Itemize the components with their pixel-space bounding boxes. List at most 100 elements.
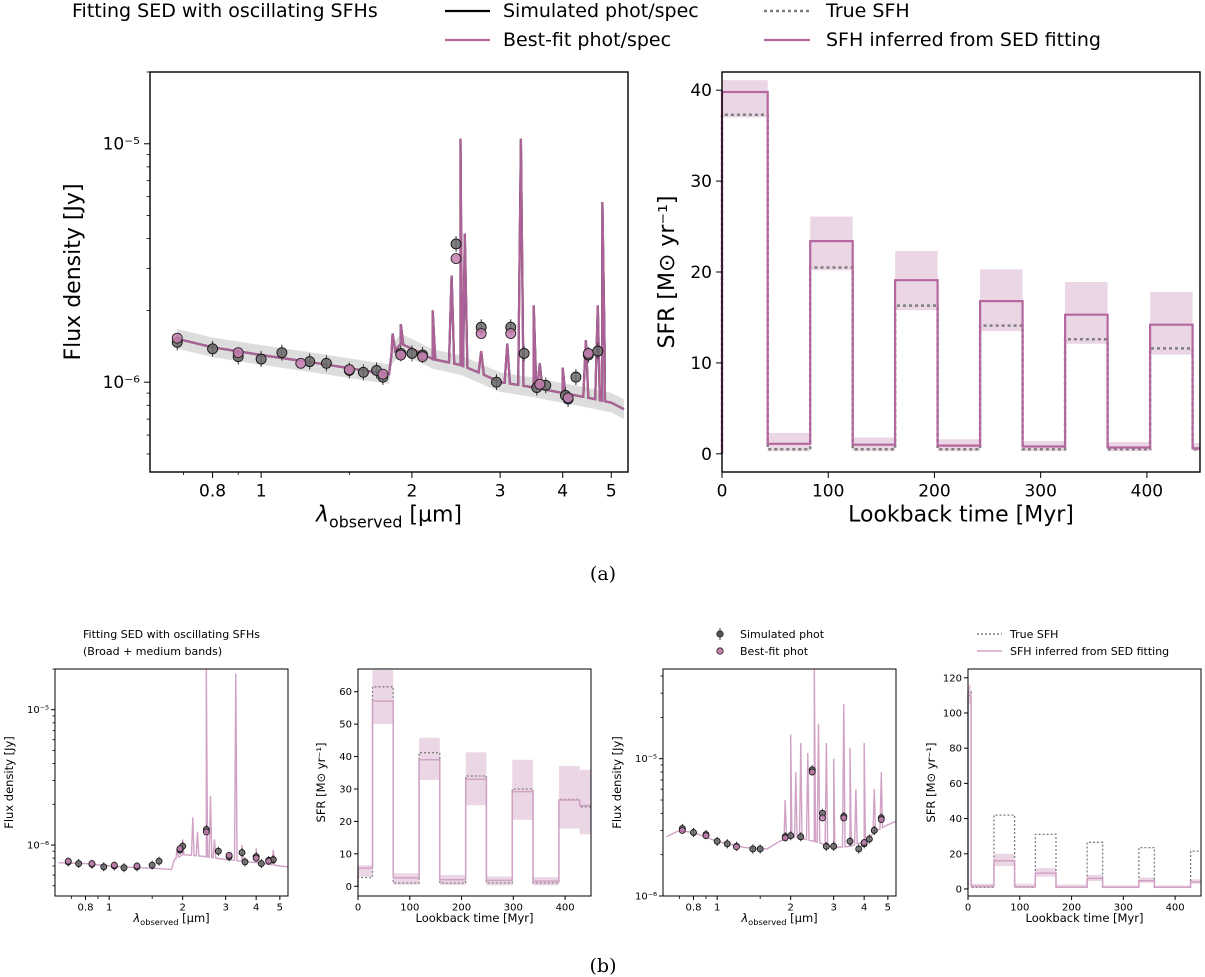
sim-phot-point bbox=[357, 366, 369, 378]
best-phot-point bbox=[176, 845, 184, 853]
x-tick-label: 2 bbox=[787, 903, 793, 914]
y-tick-label: 10 bbox=[690, 354, 712, 374]
x-axis-label: Lookback time [Myr] bbox=[1026, 911, 1144, 925]
legend-true-sfh-label: True SFH bbox=[825, 0, 910, 22]
best-phot-point bbox=[781, 834, 789, 842]
x-axis-label: Lookback time [Myr] bbox=[848, 503, 1074, 528]
x-tick-label: 3 bbox=[495, 482, 506, 502]
sfh-panel-a: 0 100 200 300 400 0 10 20 30 40 Lookback time [Myr… bbox=[655, 71, 1201, 528]
sfh-uncertainty-bin bbox=[393, 873, 420, 885]
sim-phot-point bbox=[723, 840, 731, 848]
y-tick-label: 0 bbox=[346, 882, 352, 893]
best-phot-point bbox=[202, 828, 210, 836]
y-axis-label: SFR [M⊙ yr⁻¹] bbox=[314, 743, 328, 823]
y-tick-label: 50 bbox=[339, 720, 352, 731]
y-tick-label: 20 bbox=[339, 817, 352, 828]
sed-panel-b2: 0.8 1 2 3 4 5 10⁻⁶ 10⁻⁵ λobserved [µm] Flux densi… bbox=[610, 668, 897, 927]
best-phot-point bbox=[733, 843, 740, 851]
x-tick-label: 0 bbox=[717, 482, 728, 502]
sim-phot-point bbox=[238, 849, 246, 856]
x-tick-label: 1 bbox=[714, 903, 720, 914]
y-tick-label: 40 bbox=[949, 814, 962, 825]
top-legend-title: Fitting SED with oscillating SFHs bbox=[72, 0, 378, 22]
legend-b-true-sfh-label: True SFH bbox=[1009, 628, 1058, 641]
x-tick-label: 200 bbox=[452, 903, 471, 914]
y-tick-label: 120 bbox=[943, 673, 962, 684]
sim-phot-point bbox=[830, 842, 838, 850]
sfh-panel-b1: 0 100 200 300 400 0 10 20 30 40 50 60 Lookback time … bbox=[314, 668, 592, 925]
axes-frame bbox=[54, 668, 289, 897]
axes-frame bbox=[662, 668, 897, 897]
best-phot-point bbox=[171, 332, 183, 344]
sfh-uncertainty-bin bbox=[512, 759, 534, 820]
bottom-title-line2: (Broad + medium bands) bbox=[83, 645, 222, 658]
plot-area bbox=[722, 72, 1200, 472]
best-phot-point bbox=[819, 814, 826, 822]
x-tick-label: 0.8 bbox=[199, 482, 226, 502]
sim-phot-point bbox=[518, 347, 530, 359]
y-tick-label: 10 bbox=[339, 849, 352, 860]
sim-phot-point bbox=[713, 837, 721, 845]
sfh-uncertainty-bin bbox=[372, 669, 394, 725]
best-phot-point bbox=[343, 364, 355, 375]
legend-sim-phot-label: Simulated phot bbox=[740, 628, 825, 641]
sim-phot-point bbox=[592, 345, 604, 357]
legend-inferred-label: SFH inferred from SED fitting bbox=[826, 29, 1101, 51]
y-tick-label: 40 bbox=[339, 752, 352, 763]
sfh-uncertainty-bin bbox=[767, 432, 811, 452]
y-tick-label: 80 bbox=[949, 744, 962, 755]
y-axis-label: Flux density [Jy] bbox=[61, 183, 86, 360]
y-tick-label: 10⁻⁵ bbox=[103, 135, 140, 155]
x-tick-label: 300 bbox=[504, 903, 523, 914]
best-phot-point bbox=[417, 351, 428, 363]
sfh-uncertainty-bin bbox=[1065, 282, 1108, 344]
sfh-uncertainty-bin bbox=[1192, 442, 1200, 452]
x-axis-label: Lookback time [Myr] bbox=[416, 911, 534, 925]
bottom-legend: Fitting SED with oscillating SFHs (Broad… bbox=[83, 628, 1169, 658]
sim-phot-point bbox=[214, 847, 222, 855]
sim-phot-point bbox=[749, 845, 757, 853]
x-tick-label: 4 bbox=[557, 482, 568, 502]
x-tick-label: 100 bbox=[812, 482, 844, 502]
best-phot-point bbox=[582, 347, 594, 359]
x-tick-label: 4 bbox=[253, 903, 259, 914]
sfh-uncertainty-bin bbox=[419, 737, 440, 780]
axes-frame bbox=[149, 71, 629, 473]
x-tick-label: 400 bbox=[1166, 903, 1185, 914]
axes-frame bbox=[967, 668, 1202, 897]
x-tick-label: 5 bbox=[606, 482, 617, 502]
sim-phot-point bbox=[255, 353, 267, 365]
x-tick-label: 3 bbox=[830, 903, 836, 914]
sim-phot-point bbox=[690, 829, 697, 836]
best-phot-point bbox=[252, 854, 260, 862]
sim-phot-point bbox=[148, 861, 156, 869]
sim-phot-point bbox=[450, 238, 462, 250]
sfh-uncertainty-bin bbox=[358, 865, 373, 877]
inferred-sfh-line bbox=[967, 694, 1201, 889]
sim-phot-point bbox=[75, 860, 83, 867]
best-phot-point bbox=[232, 347, 244, 359]
best-phot-point bbox=[860, 839, 868, 847]
y-tick-label: 60 bbox=[339, 687, 352, 698]
legend-b-inferred-label: SFH inferred from SED fitting bbox=[1010, 645, 1169, 658]
sim-phot-point bbox=[276, 347, 288, 359]
sim-phot-point bbox=[257, 860, 265, 867]
sed-panel-a: 0.8 1 2 3 4 5 10⁻⁶ 10⁻⁵ λobserved [µm] Flux densi… bbox=[61, 71, 629, 532]
sfh-uncertainty-bin bbox=[810, 216, 853, 271]
x-tick-label: 1 bbox=[256, 482, 267, 502]
y-tick-label: 30 bbox=[690, 172, 712, 192]
x-tick-label: 0 bbox=[355, 903, 361, 914]
legend-simulated-label: Simulated phot/spec bbox=[503, 0, 699, 22]
sfh-panel-b2: 0 100 200 300 400 0 20 40 60 80 100 120 Lookback tim… bbox=[924, 668, 1202, 925]
x-tick-label: 100 bbox=[400, 903, 419, 914]
sfh-uncertainty-bin bbox=[1014, 883, 1036, 889]
sim-phot-point bbox=[120, 864, 128, 872]
y-tick-label: 100 bbox=[943, 708, 962, 719]
x-tick-label: 100 bbox=[1010, 903, 1029, 914]
best-phot-point bbox=[562, 392, 574, 404]
y-axis-label: SFR [M⊙ yr⁻¹] bbox=[655, 196, 680, 349]
sfh-uncertainty-bin bbox=[1150, 292, 1193, 355]
y-tick-label: 0 bbox=[956, 884, 962, 895]
sfh-uncertainty-bin bbox=[1056, 884, 1088, 889]
